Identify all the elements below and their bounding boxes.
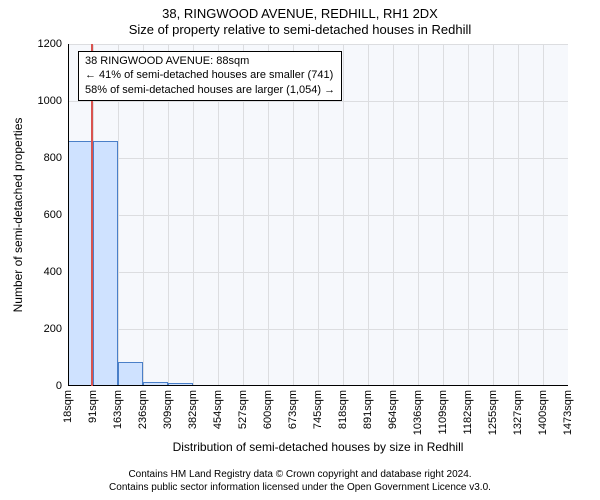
x-tick-label: 1109sqm [437,390,449,434]
histogram-bar [118,362,143,386]
y-tick-label: 800 [44,152,62,164]
y-axis-line [68,44,69,386]
x-tick-label: 1327sqm [512,390,524,435]
x-tick-label: 1036sqm [412,390,424,435]
figure-root: 38, RINGWOOD AVENUE, REDHILL, RH1 2DX Si… [0,0,600,500]
x-tick-label: 745sqm [312,390,324,429]
title-line-1: 38, RINGWOOD AVENUE, REDHILL, RH1 2DX [0,0,600,22]
histogram-bar [93,141,118,386]
x-tick-label: 382sqm [187,390,199,429]
info-box-line: 58% of semi-detached houses are larger (… [85,83,335,97]
x-tick-label: 1255sqm [487,390,499,435]
grid-line [443,44,444,386]
x-tick-label: 891sqm [362,390,374,429]
x-tick-label: 236sqm [137,390,149,429]
grid-line [418,44,419,386]
x-axis-line [68,385,568,386]
y-axis-title: Number of semi-detached properties [11,118,25,313]
footer: Contains HM Land Registry data © Crown c… [0,469,600,494]
x-tick-label: 1473sqm [562,390,574,435]
x-axis-title: Distribution of semi-detached houses by … [173,440,464,454]
x-tick-label: 527sqm [237,390,249,429]
grid-line [368,44,369,386]
x-tick-label: 309sqm [162,390,174,429]
grid-line [518,44,519,386]
histogram-bar [68,141,93,386]
grid-line [393,44,394,386]
x-tick-label: 163sqm [112,390,124,429]
grid-line [468,44,469,386]
info-box: 38 RINGWOOD AVENUE: 88sqm← 41% of semi-d… [78,51,342,101]
x-tick-label: 1182sqm [462,390,474,434]
histogram-chart: 38 RINGWOOD AVENUE: 88sqm← 41% of semi-d… [68,44,568,386]
y-tick-label: 400 [44,266,62,278]
y-tick-label: 600 [44,209,62,221]
x-tick-label: 673sqm [287,390,299,429]
x-tick-label: 454sqm [212,390,224,429]
info-box-line: ← 41% of semi-detached houses are smalle… [85,68,335,82]
plot-area: 38 RINGWOOD AVENUE: 88sqm← 41% of semi-d… [68,44,568,386]
y-tick-label: 1000 [38,95,62,107]
x-tick-label: 1400sqm [537,390,549,435]
x-tick-label: 964sqm [387,390,399,429]
x-tick-label: 18sqm [62,390,74,423]
y-tick-label: 200 [44,323,62,335]
footer-line-1: Contains HM Land Registry data © Crown c… [0,469,600,482]
y-tick-label: 1200 [38,38,62,50]
footer-line-2: Contains public sector information licen… [0,482,600,495]
x-tick-label: 91sqm [87,390,99,423]
x-tick-label: 600sqm [262,390,274,429]
x-tick-label: 818sqm [337,390,349,429]
title-line-2: Size of property relative to semi-detach… [0,22,600,38]
grid-line [543,44,544,386]
info-box-line: 38 RINGWOOD AVENUE: 88sqm [85,54,335,68]
grid-line [343,44,344,386]
grid-line [493,44,494,386]
